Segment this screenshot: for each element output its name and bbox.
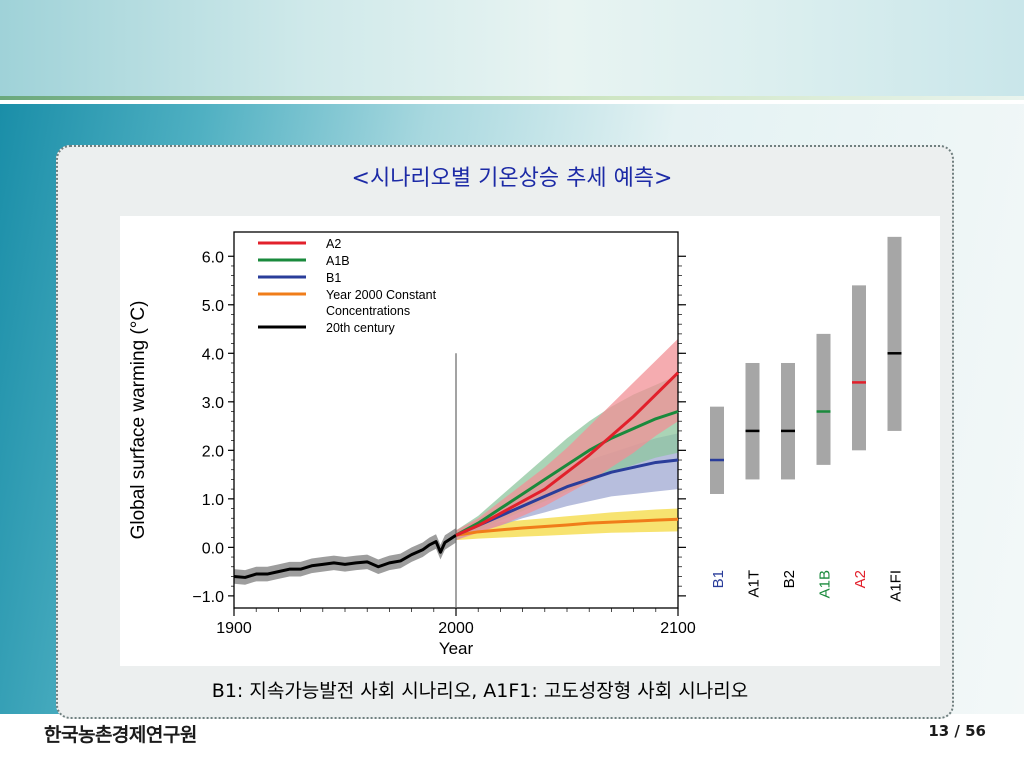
range-bars: B1 A1T B2 A1B A2 A1FI: [710, 236, 905, 602]
y-tick-label: 1.0: [202, 492, 224, 509]
a2-band: [456, 338, 678, 541]
y-tick-label: 0.0: [202, 540, 224, 557]
warming-chart: 6.0 5.0 4.0 3.0 2.0 1.0 0.0 −1.0 1900 2000 2100 Yea…: [128, 231, 905, 658]
constant-line: [455, 517, 679, 537]
y-tick-label: 5.0: [202, 298, 224, 315]
series-lines: [233, 371, 680, 579]
legend-label-constant: Year 2000 Constant: [326, 288, 437, 302]
figure-panel: 6.0 5.0 4.0 3.0 2.0 1.0 0.0 −1.0 1900 2000 2100 Yea…: [120, 216, 940, 666]
a1b-line: [455, 410, 679, 537]
range-bar-b2: [781, 362, 795, 480]
range-bar-a1b: [816, 333, 831, 465]
range-bar-a1t: [745, 362, 760, 480]
slide-title: <시나리오별 기온상승 추세 예측>: [351, 166, 673, 191]
legend-label-a1b: A1B: [326, 254, 350, 268]
y-tick-label: 4.0: [202, 346, 224, 363]
x-axis-title: Year: [439, 639, 474, 658]
legend-label-a2: A2: [326, 237, 341, 251]
legend: A2 A1B B1 Year 2000 Constant Concentrations 2…: [258, 237, 437, 335]
y-tick-label: 2.0: [202, 443, 224, 460]
y-axis-title: Global surface warming (°C): [128, 301, 149, 540]
x-tick-label: 2100: [660, 620, 696, 637]
organization-name: 한국농촌경제연구원: [44, 724, 197, 746]
x-tick-label: 2000: [438, 620, 474, 637]
range-label-a1fi: A1FI: [888, 570, 905, 602]
range-label-b1: B1: [710, 570, 727, 588]
a2-line: [455, 371, 680, 537]
range-bar-a1fi: [887, 236, 902, 431]
y-tick-label: −1.0: [192, 589, 224, 606]
page-number: 13 / 56: [928, 722, 986, 740]
range-label-a2: A2: [852, 570, 869, 588]
legend-label-b1: B1: [326, 271, 341, 285]
legend-label2-constant: Concentrations: [326, 304, 410, 318]
range-label-a1b: A1B: [817, 570, 834, 598]
century20-band: [234, 527, 456, 585]
legend-label-century20: 20th century: [326, 321, 396, 335]
y-tick-label: 3.0: [202, 395, 224, 412]
header-background: [0, 0, 1024, 100]
range-bar-b1: [710, 406, 724, 494]
range-label-b2: B2: [781, 570, 798, 588]
century20-line: [233, 533, 457, 579]
range-label-a1t: A1T: [746, 570, 763, 598]
x-tick-label: 1900: [216, 620, 252, 637]
scenario-caption: B1: 지속가능발전 사회 시나리오, A1F1: 고도성장형 사회 시나리오: [211, 680, 749, 702]
axes: 6.0 5.0 4.0 3.0 2.0 1.0 0.0 −1.0 1900 2000 2100 Yea…: [128, 231, 696, 658]
range-bar-a2: [852, 285, 866, 451]
y-tick-label: 6.0: [202, 249, 224, 266]
